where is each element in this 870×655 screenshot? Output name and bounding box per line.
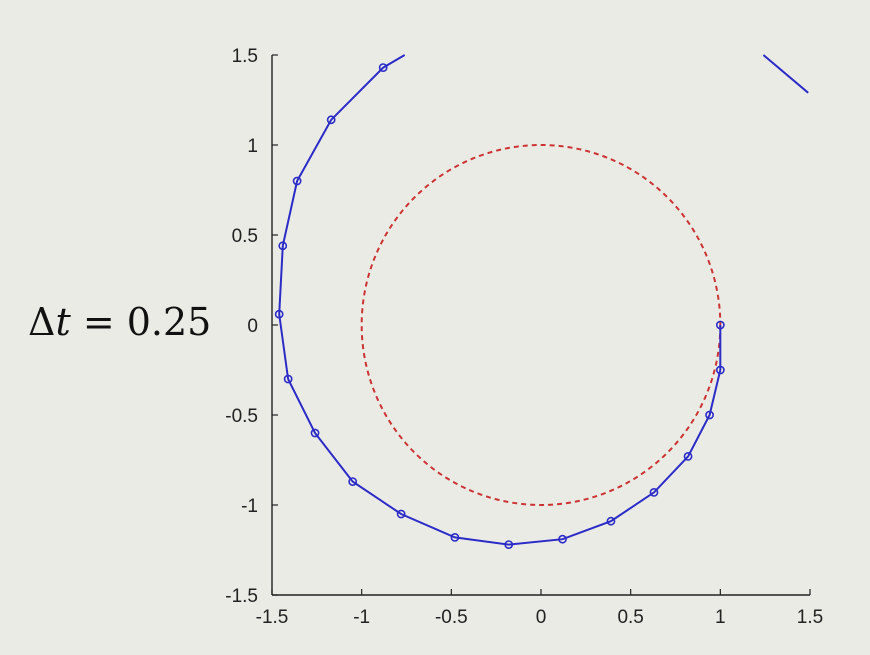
time-variable: t [55, 300, 71, 344]
reference-unit-circle [360, 144, 722, 506]
trajectory-point [310, 428, 320, 438]
trajectory-point [649, 487, 659, 497]
trajectory-point [283, 374, 293, 384]
trajectory-point [558, 534, 567, 544]
x-tick-label: 0.5 [617, 607, 643, 628]
trajectory-layer [274, 54, 809, 549]
y-tick-label: -0.5 [225, 406, 258, 427]
x-tick-label: 1.5 [797, 607, 823, 628]
trajectory-line [278, 54, 722, 546]
trajectory-point [504, 540, 514, 549]
trajectory-point [378, 63, 388, 72]
trajectory-point [348, 477, 358, 486]
trajectory-point [278, 241, 288, 251]
trajectory-point [326, 115, 336, 125]
trajectory-point [396, 509, 406, 519]
time-step-value: = 0.25 [70, 300, 212, 344]
trajectory-point [274, 309, 284, 319]
y-tick-label: 1.5 [232, 46, 258, 67]
trajectory-point [450, 533, 460, 542]
trajectory-point [292, 176, 302, 186]
y-tick-label: -1 [241, 496, 258, 517]
trajectory-point [683, 451, 693, 461]
trajectory-point [715, 320, 725, 330]
x-tick-label: -1.5 [256, 607, 289, 628]
delta-symbol: Δ [28, 300, 56, 344]
y-tick-label: 0.5 [232, 226, 258, 247]
time-step-label: Δt = 0.25 [28, 300, 211, 344]
y-tick-label: 1 [247, 136, 258, 157]
y-tick-label: -1.5 [225, 586, 258, 607]
plot-axes: -1.5 -1 -0.5 0 0.5 1 1.5 1.5 1 0.5 0 -0.5 -1 -1.5 [225, 46, 823, 628]
y-tick-label: 0 [247, 316, 258, 337]
x-tick-label: -1 [353, 607, 370, 628]
trajectory-point [606, 516, 616, 526]
x-tick-label: 1 [715, 607, 726, 628]
x-tick-label: 0 [536, 607, 547, 628]
x-tick-label: -0.5 [435, 607, 468, 628]
trajectory-point [705, 410, 714, 420]
reference-circle-layer [360, 144, 722, 506]
trajectory-point [715, 365, 725, 375]
trajectory-segment-top-right [762, 54, 809, 94]
